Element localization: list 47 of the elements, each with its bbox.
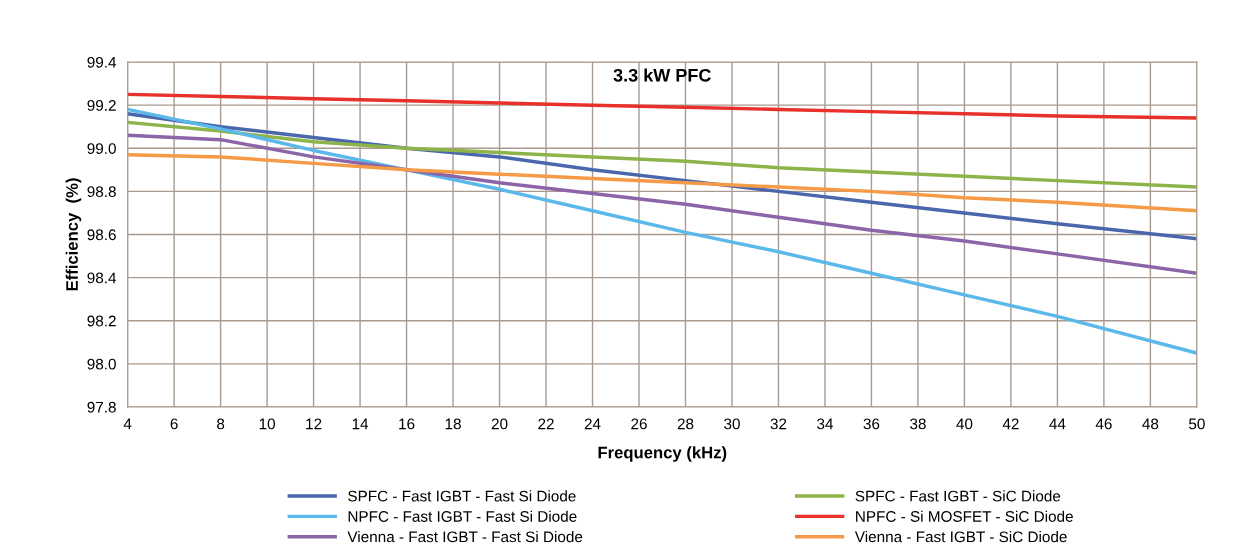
x-tick-label: 26: [631, 418, 647, 430]
y-tick-label: 99.0: [87, 143, 116, 154]
x-tick-label: 6: [170, 418, 178, 430]
y-tick-label: 98.6: [87, 229, 116, 241]
y-tick-label: 97.8: [87, 401, 116, 413]
legend-label: NPFC - Si MOSFET - SiC Diode: [856, 510, 1073, 522]
x-tick-label: 38: [910, 418, 926, 430]
x-tick-label: 14: [352, 418, 369, 430]
x-tick-label: 50: [1188, 418, 1205, 430]
x-tick-label: 36: [863, 418, 880, 430]
legend-label: SPFC - Fast IGBT - SiC Diode: [855, 490, 1061, 502]
y-tick-label: 99.4: [87, 56, 117, 68]
x-tick-label: 28: [677, 418, 694, 430]
x-tick-label: 20: [491, 418, 508, 430]
y-tick-label: 98.4: [87, 272, 117, 284]
x-tick-label: 24: [584, 418, 601, 430]
x-tick-label: 22: [538, 418, 554, 430]
legend-label: NPFC - Fast IGBT - Fast Si Diode: [348, 510, 577, 522]
chart-title: 3.3 kW PFC: [613, 68, 711, 82]
x-tick-label: 10: [259, 418, 275, 430]
x-tick-label: 40: [956, 418, 973, 430]
legend-label: SPFC - Fast IGBT - Fast Si Diode: [348, 490, 576, 502]
x-axis-title: Frequency (kHz): [598, 446, 727, 462]
line-series: [127, 153, 1197, 213]
line-series: [127, 107, 1197, 355]
x-tick-label: 48: [1142, 418, 1159, 430]
x-tick-label: 34: [817, 418, 834, 430]
x-tick-label: 44: [1049, 418, 1066, 430]
x-tick-label: 42: [1002, 418, 1019, 430]
y-tick-label: 98.0: [87, 358, 116, 370]
legend-label: Vienna - Fast IGBT - Fast Si Diode: [347, 531, 583, 543]
x-tick-label: 46: [1095, 418, 1112, 430]
x-tick-label: 32: [770, 418, 787, 430]
y-tick-label: 98.2: [87, 315, 116, 327]
y-tick-label: 98.8: [87, 186, 116, 198]
x-tick-label: 30: [724, 418, 740, 430]
y-axis-title: Efficiency (%): [65, 178, 82, 291]
x-tick-label: 4: [123, 418, 132, 430]
line-series: [127, 133, 1197, 276]
line-series: [127, 120, 1197, 189]
x-tick-label: 8: [217, 418, 225, 430]
x-tick-label: 16: [399, 418, 415, 430]
legend-label: Vienna - Fast IGBT - SiC Diode: [854, 531, 1067, 543]
y-tick-label: 99.2: [87, 100, 116, 111]
line-series: [127, 92, 1197, 120]
x-tick-label: 12: [306, 418, 322, 430]
x-tick-label: 18: [445, 418, 461, 430]
